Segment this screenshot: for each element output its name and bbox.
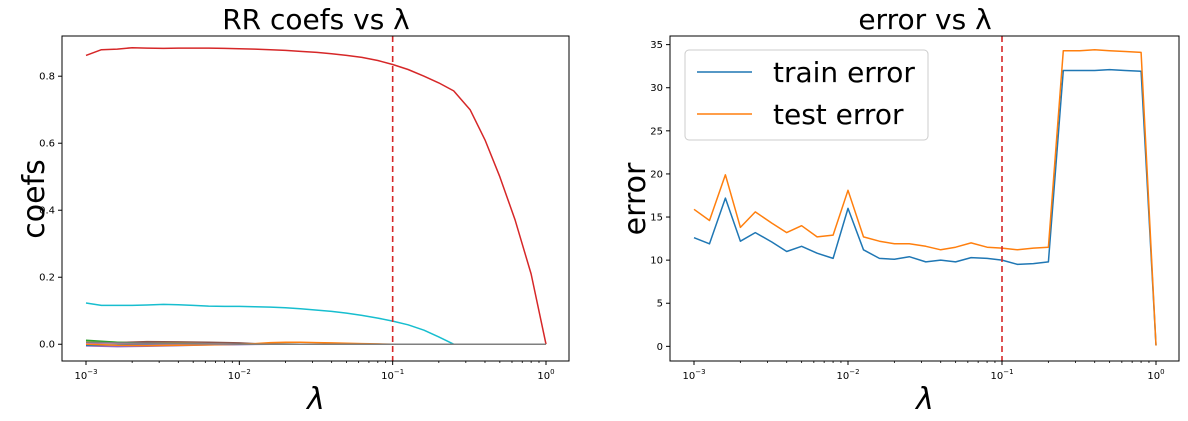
chart-title: error vs λ bbox=[858, 3, 991, 36]
legend: train error test error bbox=[684, 49, 929, 141]
y-tick-label: 30 bbox=[650, 83, 663, 94]
chart-title: RR coefs vs λ bbox=[222, 3, 410, 36]
y-tick-label: 5 bbox=[657, 299, 663, 310]
error-chart: error vs λ λ error 0 5 10 15 20 25 30 35 10−3 10−… bbox=[618, 3, 1180, 417]
y-tick-label: 20 bbox=[650, 169, 663, 180]
coefs-chart: RR coefs vs λ λ coefs 0.0 0.2 0.4 0.6 0.8 10−… bbox=[17, 3, 570, 417]
x-tick-label: 100 bbox=[537, 368, 554, 382]
x-tick-label: 10−3 bbox=[682, 368, 705, 382]
legend-label-train: train error bbox=[773, 56, 915, 89]
series-line bbox=[693, 49, 1157, 346]
plot-area: 0.0 0.2 0.4 0.6 0.8 10−3 10−2 10−1 100 bbox=[39, 35, 570, 382]
y-tick-label: 0.4 bbox=[39, 206, 55, 217]
x-tick-label: 100 bbox=[1147, 368, 1164, 382]
x-tick-label: 10−3 bbox=[74, 368, 97, 382]
y-tick-label: 25 bbox=[650, 126, 663, 137]
legend-label-test: test error bbox=[773, 98, 904, 131]
x-axis-label: λ bbox=[914, 382, 934, 417]
x-tick-label: 10−1 bbox=[381, 368, 404, 382]
x-tick-label: 10−2 bbox=[228, 368, 251, 382]
y-axis-label: coefs bbox=[17, 159, 52, 239]
plot-area: 0 5 10 15 20 25 30 35 10−3 10−2 10−1 100 bbox=[650, 35, 1180, 382]
series-line bbox=[693, 68, 1157, 346]
y-tick-label: 0 bbox=[657, 342, 663, 353]
y-tick-label: 15 bbox=[650, 213, 663, 224]
y-tick-label: 0.2 bbox=[39, 273, 55, 284]
x-tick-label: 10−2 bbox=[836, 368, 859, 382]
x-axis-label: λ bbox=[305, 382, 325, 417]
series-line bbox=[85, 341, 546, 345]
series-line bbox=[85, 302, 546, 345]
y-tick-label: 35 bbox=[650, 40, 663, 51]
y-axis-label: error bbox=[618, 162, 653, 235]
y-tick-label: 10 bbox=[650, 256, 663, 267]
y-tick-label: 0.8 bbox=[39, 72, 55, 83]
series-line bbox=[85, 46, 547, 345]
x-tick-label: 10−1 bbox=[990, 368, 1013, 382]
y-tick-label: 0.0 bbox=[39, 340, 55, 351]
axes-frame bbox=[669, 35, 1180, 362]
axes-frame bbox=[61, 35, 570, 362]
y-tick-label: 0.6 bbox=[39, 139, 55, 150]
